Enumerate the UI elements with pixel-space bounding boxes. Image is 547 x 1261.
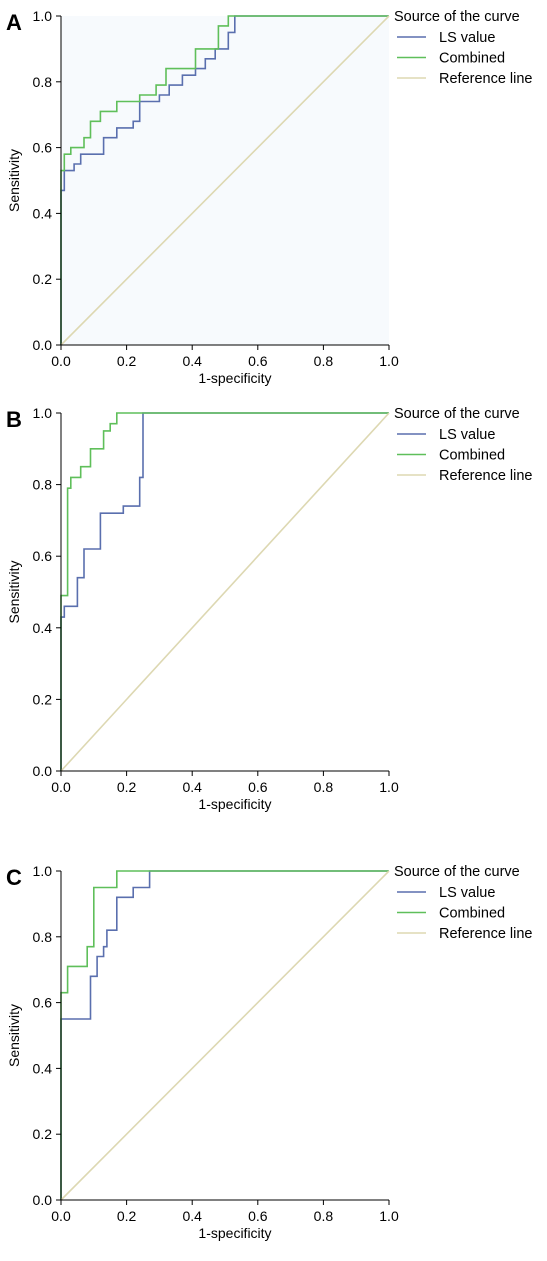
y-tick-label: 0.0 (33, 763, 53, 779)
legend: Source of the curve LS value Combined Refer… (394, 9, 533, 87)
series-line-ls-value (60, 412, 389, 771)
legend-entry: Reference line (439, 926, 533, 942)
legend-title: Source of the curve (394, 9, 520, 25)
y-tick-label: 0.6 (33, 140, 53, 156)
x-tick-label: 0.2 (117, 779, 137, 795)
legend-entry: LS value (439, 30, 495, 46)
x-tick-label: 0.0 (51, 779, 71, 795)
series-line-combined (60, 870, 389, 1200)
x-tick-label: 1.0 (379, 353, 399, 369)
legend-entry: Reference line (439, 468, 533, 484)
panel-label: A (6, 10, 22, 35)
x-tick-label: 0.6 (248, 1208, 268, 1224)
y-tick-label: 1.0 (33, 405, 53, 421)
x-axis-label: 1-specificity (198, 1225, 271, 1241)
x-axis-label: 1-specificity (198, 370, 271, 386)
y-tick-label: 0.2 (33, 691, 53, 707)
y-tick-label: 0.8 (33, 74, 53, 90)
y-tick-label: 0.2 (33, 1126, 53, 1142)
y-tick-label: 0.0 (33, 337, 53, 353)
x-tick-label: 1.0 (379, 1208, 399, 1224)
x-tick-label: 0.6 (248, 779, 268, 795)
legend: Source of the curve LS value Combined Refer… (394, 864, 533, 942)
series-line-ls-value (60, 870, 389, 1200)
legend-entry: LS value (439, 885, 495, 901)
x-axis-label: 1-specificity (198, 796, 271, 812)
legend: Source of the curve LS value Combined Refer… (394, 406, 533, 484)
x-tick-label: 0.8 (314, 779, 334, 795)
x-tick-label: 0.4 (182, 353, 202, 369)
x-tick-label: 0.4 (182, 779, 202, 795)
x-tick-label: 0.6 (248, 353, 268, 369)
series-line-combined (60, 15, 389, 345)
y-tick-label: 1.0 (33, 8, 53, 24)
legend-entry: Combined (439, 906, 505, 922)
y-tick-label: 0.2 (33, 271, 53, 287)
x-tick-label: 0.2 (117, 1208, 137, 1224)
y-tick-label: 0.8 (33, 929, 53, 945)
panel-label: B (6, 407, 22, 432)
roc-panel-b: B 0.0 0.2 0.4 0.6 0.8 1.0 0.0 0.2 0.4 0.6 0.8 1.0 1-s… (6, 405, 533, 812)
y-tick-label: 0.4 (33, 1060, 53, 1076)
y-tick-label: 0.6 (33, 548, 53, 564)
y-tick-label: 0.0 (33, 1192, 53, 1208)
y-axis-label: Sensitivity (6, 149, 22, 212)
y-tick-label: 0.4 (33, 205, 53, 221)
series-line-combined (60, 412, 389, 771)
series-line-ls-value (60, 15, 389, 345)
series-line-reference-line (60, 15, 390, 346)
x-tick-label: 0.2 (117, 353, 137, 369)
y-tick-label: 1.0 (33, 863, 53, 879)
series-line-reference-line (60, 870, 390, 1201)
panel-label: C (6, 865, 22, 890)
roc-panel-c: C 0.0 0.2 0.4 0.6 0.8 1.0 0.0 0.2 0.4 0.6 0.8 1.0 1-s… (6, 863, 533, 1241)
y-axis-label: Sensitivity (6, 1004, 22, 1067)
x-tick-label: 0.8 (314, 1208, 334, 1224)
x-tick-label: 0.0 (51, 353, 71, 369)
y-tick-label: 0.4 (33, 620, 53, 636)
x-tick-label: 0.0 (51, 1208, 71, 1224)
y-tick-label: 0.6 (33, 995, 53, 1011)
legend-entry: Combined (439, 448, 505, 464)
y-axis-label: Sensitivity (6, 560, 22, 623)
legend-entry: Reference line (439, 71, 533, 87)
legend-entry: LS value (439, 427, 495, 443)
legend-title: Source of the curve (394, 864, 520, 880)
x-tick-label: 0.4 (182, 1208, 202, 1224)
x-tick-label: 0.8 (314, 353, 334, 369)
legend-title: Source of the curve (394, 406, 520, 422)
roc-panel-a: A 0.0 0.2 0.4 0.6 0.8 1.0 0.0 0.2 0.4 0.6 0.8 1.0 1-s… (6, 8, 533, 386)
x-tick-label: 1.0 (379, 779, 399, 795)
legend-entry: Combined (439, 51, 505, 67)
y-tick-label: 0.8 (33, 477, 53, 493)
series-line-reference-line (60, 412, 390, 772)
